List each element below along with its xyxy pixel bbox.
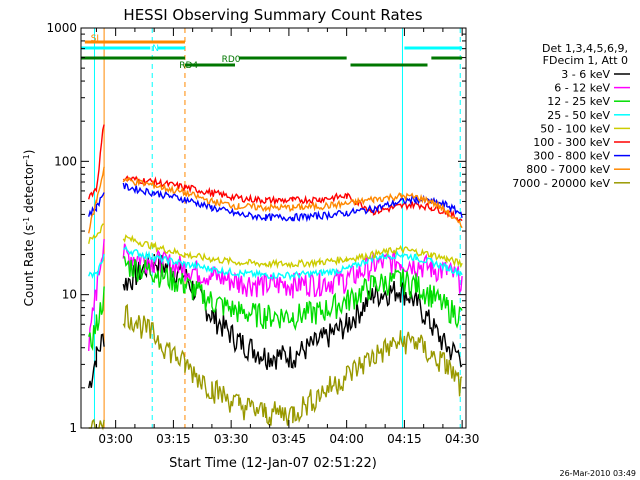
flag-label: RD4 [179,61,198,71]
legend-entry-label: 800 - 7000 keV [526,163,610,176]
series-line-3 [88,245,463,281]
chart-background [93,28,461,428]
y-tick-label: 10 [62,288,77,302]
x-tick-label: 04:00 [329,432,364,446]
x-tick-label: 03:15 [156,432,191,446]
series-line-7 [88,166,463,234]
series-lines [88,124,463,431]
legend-header-line2: FDecim 1, Att 0 [543,54,628,67]
legend-header-line1: Det 1,3,4,5,6,9, [542,42,628,55]
series-line-1 [88,238,463,351]
plot-frame [80,27,467,429]
legend-entry-label: 100 - 300 keV [533,136,610,149]
legend-entry-label: 50 - 100 keV [540,122,610,135]
flag-label: SI [91,34,99,44]
legend-entry-label: 25 - 50 keV [547,109,610,122]
y-axis-label-sup2: -1 [22,154,31,162]
x-tick-label: 03:45 [272,432,307,446]
flag-label: RD0 [222,55,241,65]
y-axis-label-part2: detector [22,162,36,217]
footer-date: 26-Mar-2010 03:49 [560,469,637,478]
y-axis-label-part1: Count Rate (s [22,225,36,307]
x-tick-label: 03:00 [98,432,133,446]
y-axis-label: Count Rate (s-1 detector-1) [22,150,37,307]
x-tick-label: 03:30 [214,432,249,446]
legend-entry-label: 300 - 800 keV [533,150,610,163]
y-tick-label: 100 [54,154,77,168]
y-axis-label-part3: ) [22,150,36,155]
y-tick-label: 1000 [46,21,77,35]
flag-label: N [152,44,159,54]
flag-bars: SI N RD0 RD4 [81,34,463,71]
legend-entry-label: 12 - 25 keV [547,95,610,108]
series-line-6 [88,182,463,223]
legend-entry-label: 3 - 6 keV [561,68,610,81]
series-line-2 [88,255,463,352]
series-line-4 [88,223,463,270]
legend-entry-label: 6 - 12 keV [554,82,610,95]
x-tick-label: 04:30 [445,432,480,446]
y-axis-label-sup1: -1 [22,217,31,225]
x-tick-label: 04:15 [387,432,422,446]
x-axis-label: Start Time (12-Jan-07 02:51:22) [169,456,377,471]
legend-entry-label: 7000 - 20000 keV [512,177,610,190]
series-line-5 [88,124,463,224]
chart-title: HESSI Observing Summary Count Rates [123,6,422,24]
axes: 1 10 100 1000 03:00 03:15 03:30 03:45 04:00 04:15… [46,21,479,446]
legend: Det 1,3,4,5,6,9, FDecim 1, Att 0 3 - 6 k… [512,42,630,190]
y-tick-label: 1 [69,421,77,435]
